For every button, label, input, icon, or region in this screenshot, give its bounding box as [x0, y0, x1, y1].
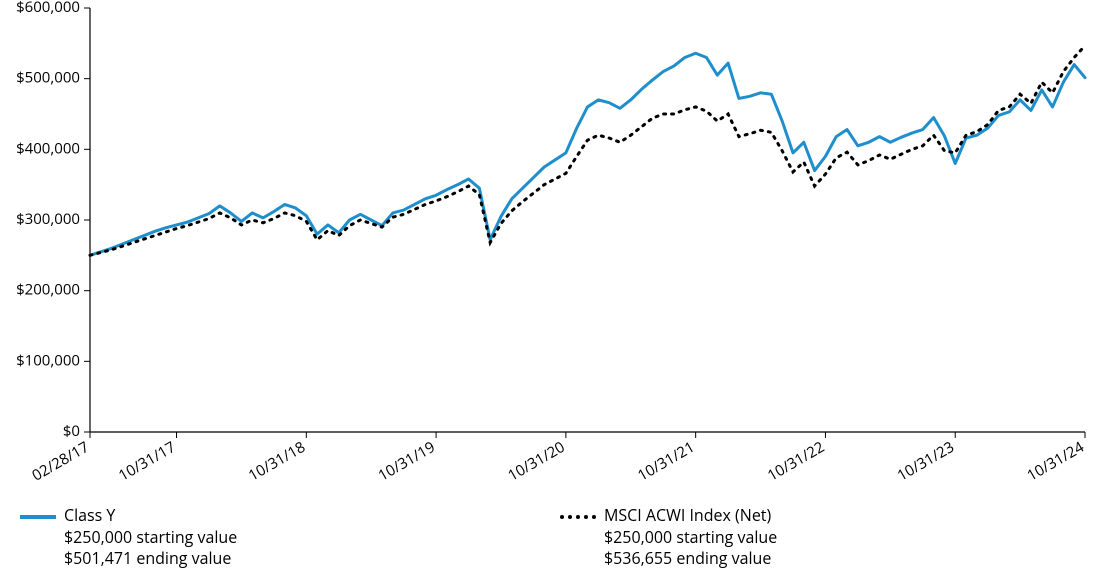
series-msci_acwi: [90, 46, 1085, 256]
legend-series-name: Class Y: [64, 505, 237, 527]
legend-series-detail: $536,655 ending value: [604, 548, 777, 570]
y-tick-label: $100,000: [16, 350, 80, 370]
legend-item: MSCI ACWI Index (Net)$250,000 starting v…: [560, 505, 777, 570]
legend-series-detail: $250,000 starting value: [64, 527, 237, 549]
x-tick-label: 10/31/17: [115, 437, 179, 486]
x-tick-label: 10/31/20: [504, 437, 568, 486]
x-tick-label: 10/31/24: [1023, 437, 1087, 486]
y-tick-label: $200,000: [16, 280, 80, 300]
x-tick-label: 10/31/21: [634, 437, 698, 486]
x-tick-label: 10/31/19: [374, 437, 438, 486]
y-tick-label: $0: [63, 421, 80, 441]
legend-series-detail: $250,000 starting value: [604, 527, 777, 549]
legend-text: Class Y$250,000 starting value$501,471 e…: [64, 505, 237, 570]
legend-swatch: [560, 515, 596, 519]
legend-series-name: MSCI ACWI Index (Net): [604, 505, 777, 527]
growth-chart: $0 $100,000 $200,000 $300,000 $400,000 $500,0…: [0, 0, 1100, 578]
chart-canvas: $0 $100,000 $200,000 $300,000 $400,000 $500,0…: [0, 0, 1100, 502]
legend-item: Class Y$250,000 starting value$501,471 e…: [20, 505, 237, 570]
y-tick-label: $600,000: [16, 0, 80, 17]
y-tick-label: $500,000: [16, 68, 80, 88]
x-tick-label: 02/28/17: [28, 437, 92, 486]
x-tick-label: 10/31/23: [894, 437, 958, 486]
x-tick-label: 10/31/22: [764, 437, 828, 486]
y-tick-label: $400,000: [16, 138, 80, 158]
legend-text: MSCI ACWI Index (Net)$250,000 starting v…: [604, 505, 777, 570]
y-tick-label: $300,000: [16, 209, 80, 229]
x-tick-label: 10/31/18: [245, 437, 309, 486]
legend-series-detail: $501,471 ending value: [64, 548, 237, 570]
legend-swatch: [20, 515, 56, 519]
